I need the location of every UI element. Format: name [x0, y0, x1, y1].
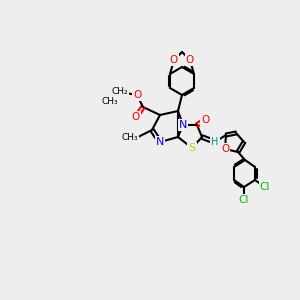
- Text: H: H: [211, 137, 219, 147]
- Text: O: O: [186, 55, 194, 65]
- Text: O: O: [132, 112, 140, 122]
- Text: CH₂: CH₂: [112, 88, 128, 97]
- Text: O: O: [201, 115, 209, 125]
- Text: CH₃: CH₃: [102, 98, 118, 106]
- Text: O: O: [170, 55, 178, 65]
- Text: Cl: Cl: [239, 195, 249, 205]
- Text: N: N: [179, 120, 187, 130]
- Text: O: O: [133, 90, 141, 100]
- Text: CH₃: CH₃: [122, 133, 138, 142]
- Text: S: S: [188, 143, 196, 153]
- Text: N: N: [156, 137, 164, 147]
- Text: O: O: [221, 144, 229, 154]
- Text: Cl: Cl: [260, 182, 270, 192]
